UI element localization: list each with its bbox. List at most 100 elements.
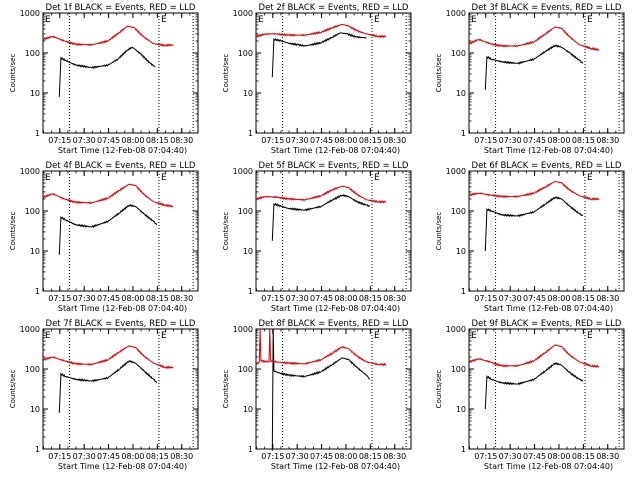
x-tick-label: 07:45 (97, 294, 120, 303)
x-tick-label: 07:15 (261, 136, 284, 145)
panel-title: Det 3f BLACK = Events, RED = LLD (472, 3, 622, 13)
panel-det-1: Det 1f BLACK = Events, RED = LLD 1 10 100 10… (9, 3, 199, 155)
x-tick-label: 07:30 (499, 452, 522, 461)
x-tick-label: 07:30 (499, 136, 522, 145)
y-axis-label: Counts/sec (435, 212, 443, 251)
panel-title: Det 7f BLACK = Events, RED = LLD (46, 319, 196, 329)
lld-series-line (42, 25, 174, 47)
panel-title: Det 4f BLACK = Events, RED = LLD (46, 161, 196, 171)
panel-det-6: Det 6f BLACK = Events, RED = LLD 1 10 100 10… (435, 161, 625, 313)
x-tick-label: 07:45 (310, 294, 333, 303)
y-tick-label: 1000 (20, 325, 40, 334)
events-series-line (58, 359, 158, 413)
e-flag: E (471, 331, 477, 341)
y-tick-label: 1000 (233, 167, 253, 176)
x-tick-label: 08:00 (334, 452, 357, 461)
x-tick-label: 08:30 (383, 294, 406, 303)
y-tick-label: 10 (456, 405, 466, 414)
x-axis-label: Start Time (12-Feb-08 07:04:40) (271, 146, 400, 155)
x-tick-label: 07:30 (286, 452, 309, 461)
y-tick-label: 1000 (233, 9, 253, 18)
y-tick-label: 1 (35, 287, 40, 296)
e-flag: E (587, 15, 593, 25)
y-tick-label: 1000 (233, 325, 253, 334)
y-tick-label: 1000 (20, 9, 40, 18)
y-tick-label: 1000 (20, 167, 40, 176)
e-flag: E (161, 331, 167, 341)
lld-series-line (255, 23, 387, 39)
x-tick-label: 08:15 (146, 452, 169, 461)
plot-frame (468, 170, 625, 292)
e-flag: E (374, 173, 380, 183)
x-axis-label: Start Time (12-Feb-08 07:04:40) (484, 304, 613, 313)
y-tick-label: 10 (30, 247, 40, 256)
x-tick-label: 08:30 (596, 452, 619, 461)
panel-det-9: Det 9f BLACK = Events, RED = LLD 1 10 100 10… (435, 319, 625, 471)
x-tick-label: 08:15 (146, 136, 169, 145)
x-tick-label: 07:15 (474, 294, 497, 303)
e-flag: E (471, 15, 477, 25)
x-tick-label: 07:30 (286, 136, 309, 145)
x-tick-label: 07:45 (523, 452, 546, 461)
x-tick-label: 08:15 (572, 294, 595, 303)
x-tick-label: 08:00 (547, 136, 570, 145)
panel-det-2: Det 2f BLACK = Events, RED = LLD 1 10 100 10… (222, 3, 412, 155)
panel-det-3: Det 3f BLACK = Events, RED = LLD 1 10 100 10… (435, 3, 625, 155)
y-axis-label: Counts/sec (435, 370, 443, 409)
x-tick-label: 08:00 (121, 294, 144, 303)
panel-det-4: Det 4f BLACK = Events, RED = LLD 1 10 100 10… (9, 161, 199, 313)
panel-title: Det 5f BLACK = Events, RED = LLD (259, 161, 409, 171)
panel-title: Det 6f BLACK = Events, RED = LLD (472, 161, 622, 171)
x-tick-label: 07:45 (97, 452, 120, 461)
x-tick-label: 07:15 (474, 452, 497, 461)
x-tick-label: 08:00 (121, 452, 144, 461)
panel-title: Det 2f BLACK = Events, RED = LLD (259, 3, 409, 13)
plot-frame (255, 12, 412, 134)
x-tick-label: 07:45 (310, 452, 333, 461)
y-tick-label: 100 (451, 49, 466, 58)
x-axis-label: Start Time (12-Feb-08 07:04:40) (484, 146, 613, 155)
events-series-line (271, 328, 371, 451)
plot-frame (42, 328, 199, 450)
y-axis-label: Counts/sec (9, 212, 17, 251)
panel-det-5: Det 5f BLACK = Events, RED = LLD 1 10 100 10… (222, 161, 412, 313)
x-tick-label: 07:30 (73, 136, 96, 145)
lld-series-line (255, 328, 387, 367)
y-tick-label: 100 (451, 365, 466, 374)
y-tick-label: 1 (248, 445, 253, 454)
y-axis-label: Counts/sec (9, 370, 17, 409)
y-tick-label: 1 (248, 129, 253, 138)
y-tick-label: 1 (35, 129, 40, 138)
x-tick-label: 08:00 (334, 136, 357, 145)
x-axis-label: Start Time (12-Feb-08 07:04:40) (271, 462, 400, 471)
y-tick-label: 1000 (446, 167, 466, 176)
panel-title: Det 1f BLACK = Events, RED = LLD (46, 3, 196, 13)
panel-det-8: Det 8f BLACK = Events, RED = LLD 1 10 100 10… (222, 319, 412, 471)
x-tick-label: 08:30 (170, 452, 193, 461)
x-tick-label: 07:15 (48, 136, 71, 145)
panel-det-7: Det 7f BLACK = Events, RED = LLD 1 10 100 10… (9, 319, 199, 471)
plot-frame (42, 170, 199, 292)
x-tick-label: 08:30 (170, 294, 193, 303)
plot-frame (42, 12, 199, 134)
x-axis-label: Start Time (12-Feb-08 07:04:40) (58, 146, 187, 155)
panel-title: Det 8f BLACK = Events, RED = LLD (259, 319, 409, 329)
x-tick-label: 08:15 (572, 136, 595, 145)
x-tick-label: 08:00 (121, 136, 144, 145)
e-flag: E (258, 15, 264, 25)
events-series-line (484, 362, 584, 410)
e-flag: E (374, 15, 380, 25)
plot-frame (255, 170, 412, 292)
y-tick-label: 100 (238, 207, 253, 216)
lld-series-line (468, 344, 600, 368)
y-tick-label: 10 (243, 89, 253, 98)
x-tick-label: 07:45 (310, 136, 333, 145)
x-tick-label: 08:15 (359, 452, 382, 461)
y-tick-label: 1 (35, 445, 40, 454)
x-axis-label: Start Time (12-Feb-08 07:04:40) (58, 304, 187, 313)
y-tick-label: 10 (243, 247, 253, 256)
e-flag: E (45, 173, 51, 183)
y-tick-label: 100 (238, 49, 253, 58)
x-tick-label: 08:15 (572, 452, 595, 461)
